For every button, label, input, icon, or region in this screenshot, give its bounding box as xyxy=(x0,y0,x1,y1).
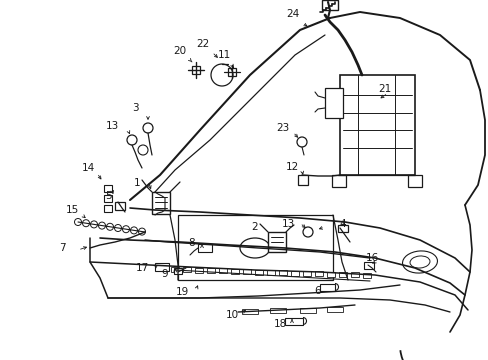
Bar xyxy=(326,307,342,312)
Text: 11: 11 xyxy=(217,50,230,60)
Text: 19: 19 xyxy=(175,287,188,297)
Bar xyxy=(338,272,346,277)
Text: 2: 2 xyxy=(251,222,258,232)
Text: 6: 6 xyxy=(314,286,321,296)
Bar xyxy=(297,175,307,185)
Bar xyxy=(350,273,358,278)
Bar xyxy=(337,225,347,232)
Bar xyxy=(267,232,285,252)
Bar xyxy=(104,205,112,212)
Bar xyxy=(178,215,332,280)
Bar xyxy=(303,271,310,276)
Bar xyxy=(290,271,298,276)
Bar xyxy=(269,309,285,314)
Bar xyxy=(299,308,315,313)
Circle shape xyxy=(303,227,312,237)
Ellipse shape xyxy=(240,238,269,258)
Text: 21: 21 xyxy=(378,84,391,94)
Bar xyxy=(183,267,191,273)
Text: 18: 18 xyxy=(273,319,286,329)
Circle shape xyxy=(142,123,153,133)
Circle shape xyxy=(98,222,105,229)
Text: 4: 4 xyxy=(339,219,346,229)
Bar xyxy=(219,269,226,274)
Text: 16: 16 xyxy=(365,253,378,263)
Bar xyxy=(174,268,182,274)
Bar xyxy=(279,270,286,275)
Text: 22: 22 xyxy=(196,39,209,49)
Bar xyxy=(152,192,170,214)
Bar xyxy=(104,195,112,202)
Bar xyxy=(104,185,112,192)
Circle shape xyxy=(127,135,137,145)
Text: 8: 8 xyxy=(188,238,195,248)
Circle shape xyxy=(82,220,89,227)
Bar xyxy=(266,270,274,275)
Circle shape xyxy=(114,225,121,231)
Bar xyxy=(230,269,239,274)
Bar xyxy=(155,263,169,271)
Bar xyxy=(171,267,179,272)
Bar xyxy=(325,88,342,118)
Bar xyxy=(242,309,258,314)
Circle shape xyxy=(106,223,113,230)
Text: 20: 20 xyxy=(173,46,186,56)
Circle shape xyxy=(138,145,148,155)
Text: 17: 17 xyxy=(135,263,148,273)
Bar xyxy=(115,202,125,210)
Text: 12: 12 xyxy=(285,162,298,172)
Text: 23: 23 xyxy=(276,123,289,133)
Bar xyxy=(319,284,334,291)
Bar xyxy=(195,268,203,273)
Text: 24: 24 xyxy=(286,9,299,19)
Circle shape xyxy=(74,219,81,225)
Bar xyxy=(326,272,334,277)
Circle shape xyxy=(138,228,145,235)
Text: 13: 13 xyxy=(105,121,119,131)
Bar xyxy=(314,271,323,276)
Bar xyxy=(206,268,215,273)
Text: 5: 5 xyxy=(104,191,111,201)
Circle shape xyxy=(130,227,137,234)
Bar xyxy=(407,175,421,187)
Bar xyxy=(331,175,346,187)
Text: 9: 9 xyxy=(162,269,168,279)
Text: 13: 13 xyxy=(281,219,294,229)
Bar xyxy=(243,269,250,274)
Text: 3: 3 xyxy=(131,103,138,113)
Bar xyxy=(227,68,236,76)
Circle shape xyxy=(122,226,129,233)
Text: 7: 7 xyxy=(59,243,65,253)
Bar xyxy=(198,244,212,252)
Bar xyxy=(362,273,370,278)
Text: 10: 10 xyxy=(225,310,238,320)
Bar xyxy=(254,270,263,275)
Bar xyxy=(285,318,303,325)
Ellipse shape xyxy=(409,256,429,268)
Circle shape xyxy=(90,221,97,228)
Bar xyxy=(192,66,200,74)
Text: 1: 1 xyxy=(133,178,140,188)
Text: 15: 15 xyxy=(65,205,79,215)
Bar xyxy=(339,75,414,175)
Bar xyxy=(321,0,337,10)
Text: 14: 14 xyxy=(81,163,95,173)
Bar xyxy=(363,262,373,269)
Circle shape xyxy=(296,137,306,147)
Ellipse shape xyxy=(402,251,437,273)
